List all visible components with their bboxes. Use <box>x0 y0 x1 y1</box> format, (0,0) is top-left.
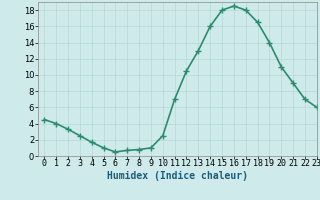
X-axis label: Humidex (Indice chaleur): Humidex (Indice chaleur) <box>107 171 248 181</box>
